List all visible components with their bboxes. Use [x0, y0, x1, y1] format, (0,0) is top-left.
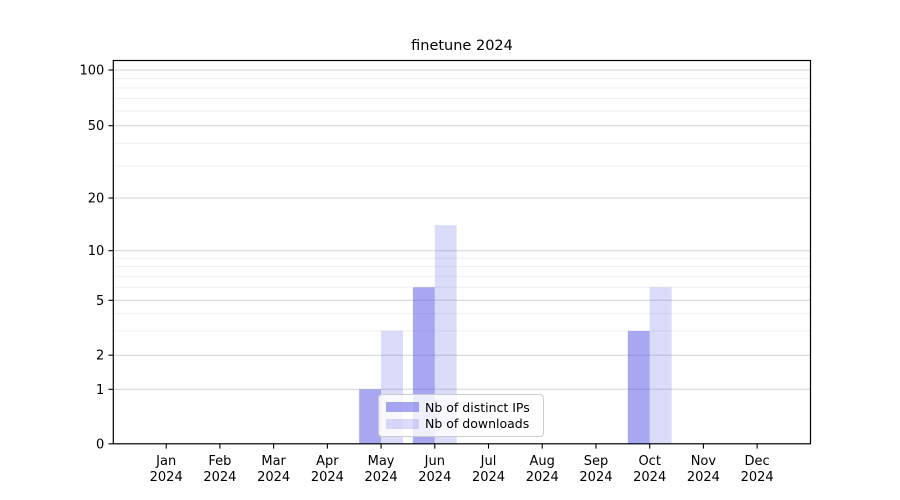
legend-label-downloads: Nb of downloads: [425, 416, 530, 432]
x-tick-label-year-aug: 2024: [526, 470, 559, 485]
gridlines-minor: [113, 77, 811, 332]
x-tick-label-sep: Sep: [584, 454, 609, 469]
plot-border: [112, 59, 812, 445]
y-tick-label-100: 100: [79, 64, 104, 79]
legend-item-downloads: Nb of downloads: [386, 416, 535, 431]
legend-label-distinct-ips: Nb of distinct IPs: [425, 399, 530, 415]
bar-downloads-jun: [434, 225, 457, 444]
x-tick-label-year-nov: 2024: [687, 470, 720, 485]
x-tick-label-apr: Apr: [316, 454, 339, 469]
y-tick-label-0: 0: [96, 437, 104, 452]
axes-spines: [112, 59, 812, 445]
x-tick-label-may: May: [368, 454, 395, 469]
x-tick-label-jun: Jun: [424, 454, 445, 469]
x-tick-label-feb: Feb: [208, 454, 231, 469]
x-tick-label-year-may: 2024: [365, 470, 398, 485]
x-tick-label-year-dec: 2024: [741, 470, 774, 485]
y-tick-label-20: 20: [88, 192, 105, 207]
legend-swatch-downloads: [386, 418, 419, 429]
y-tick-label-50: 50: [88, 119, 105, 134]
x-tick-label-dec: Dec: [745, 454, 770, 469]
x-tick-label-jul: Jul: [480, 454, 497, 469]
x-tick-label-oct: Oct: [638, 454, 660, 469]
x-tick-label-year-jan: 2024: [150, 470, 183, 485]
chart-title: finetune 2024: [411, 38, 513, 54]
y-tick-labels: 0 1 2 5 10 20 50 100: [79, 64, 104, 453]
legend: Nb of distinct IPs Nb of downloads: [378, 394, 544, 437]
x-tick-label-jan: Jan: [155, 454, 176, 469]
x-tick-label-year-apr: 2024: [311, 470, 344, 485]
x-tick-labels: Jan2024Feb2024Mar2024Apr2024May2024Jun20…: [150, 454, 774, 485]
x-tick-label-aug: Aug: [530, 454, 555, 469]
axis-tick-marks: [108, 69, 758, 449]
y-tick-label-2: 2: [96, 349, 104, 364]
x-tick-label-year-oct: 2024: [633, 470, 666, 485]
bar-downloads-oct: [649, 287, 672, 444]
legend-item-distinct-ips: Nb of distinct IPs: [386, 400, 535, 415]
y-tick-label-5: 5: [96, 294, 104, 309]
y-tick-label-10: 10: [88, 244, 105, 259]
gridlines-major: [113, 69, 811, 390]
x-tick-label-year-jul: 2024: [472, 470, 505, 485]
x-tick-label-year-feb: 2024: [203, 470, 236, 485]
bar-distinct-ips-may: [359, 389, 382, 444]
legend-swatch-distinct-ips: [386, 402, 419, 413]
x-tick-label-mar: Mar: [261, 454, 286, 469]
x-tick-label-year-jun: 2024: [418, 470, 451, 485]
bar-distinct-ips-oct: [627, 330, 650, 444]
x-tick-label-year-sep: 2024: [579, 470, 612, 485]
y-tick-label-1: 1: [96, 383, 104, 398]
x-tick-label-nov: Nov: [691, 454, 717, 469]
x-tick-label-year-mar: 2024: [257, 470, 290, 485]
